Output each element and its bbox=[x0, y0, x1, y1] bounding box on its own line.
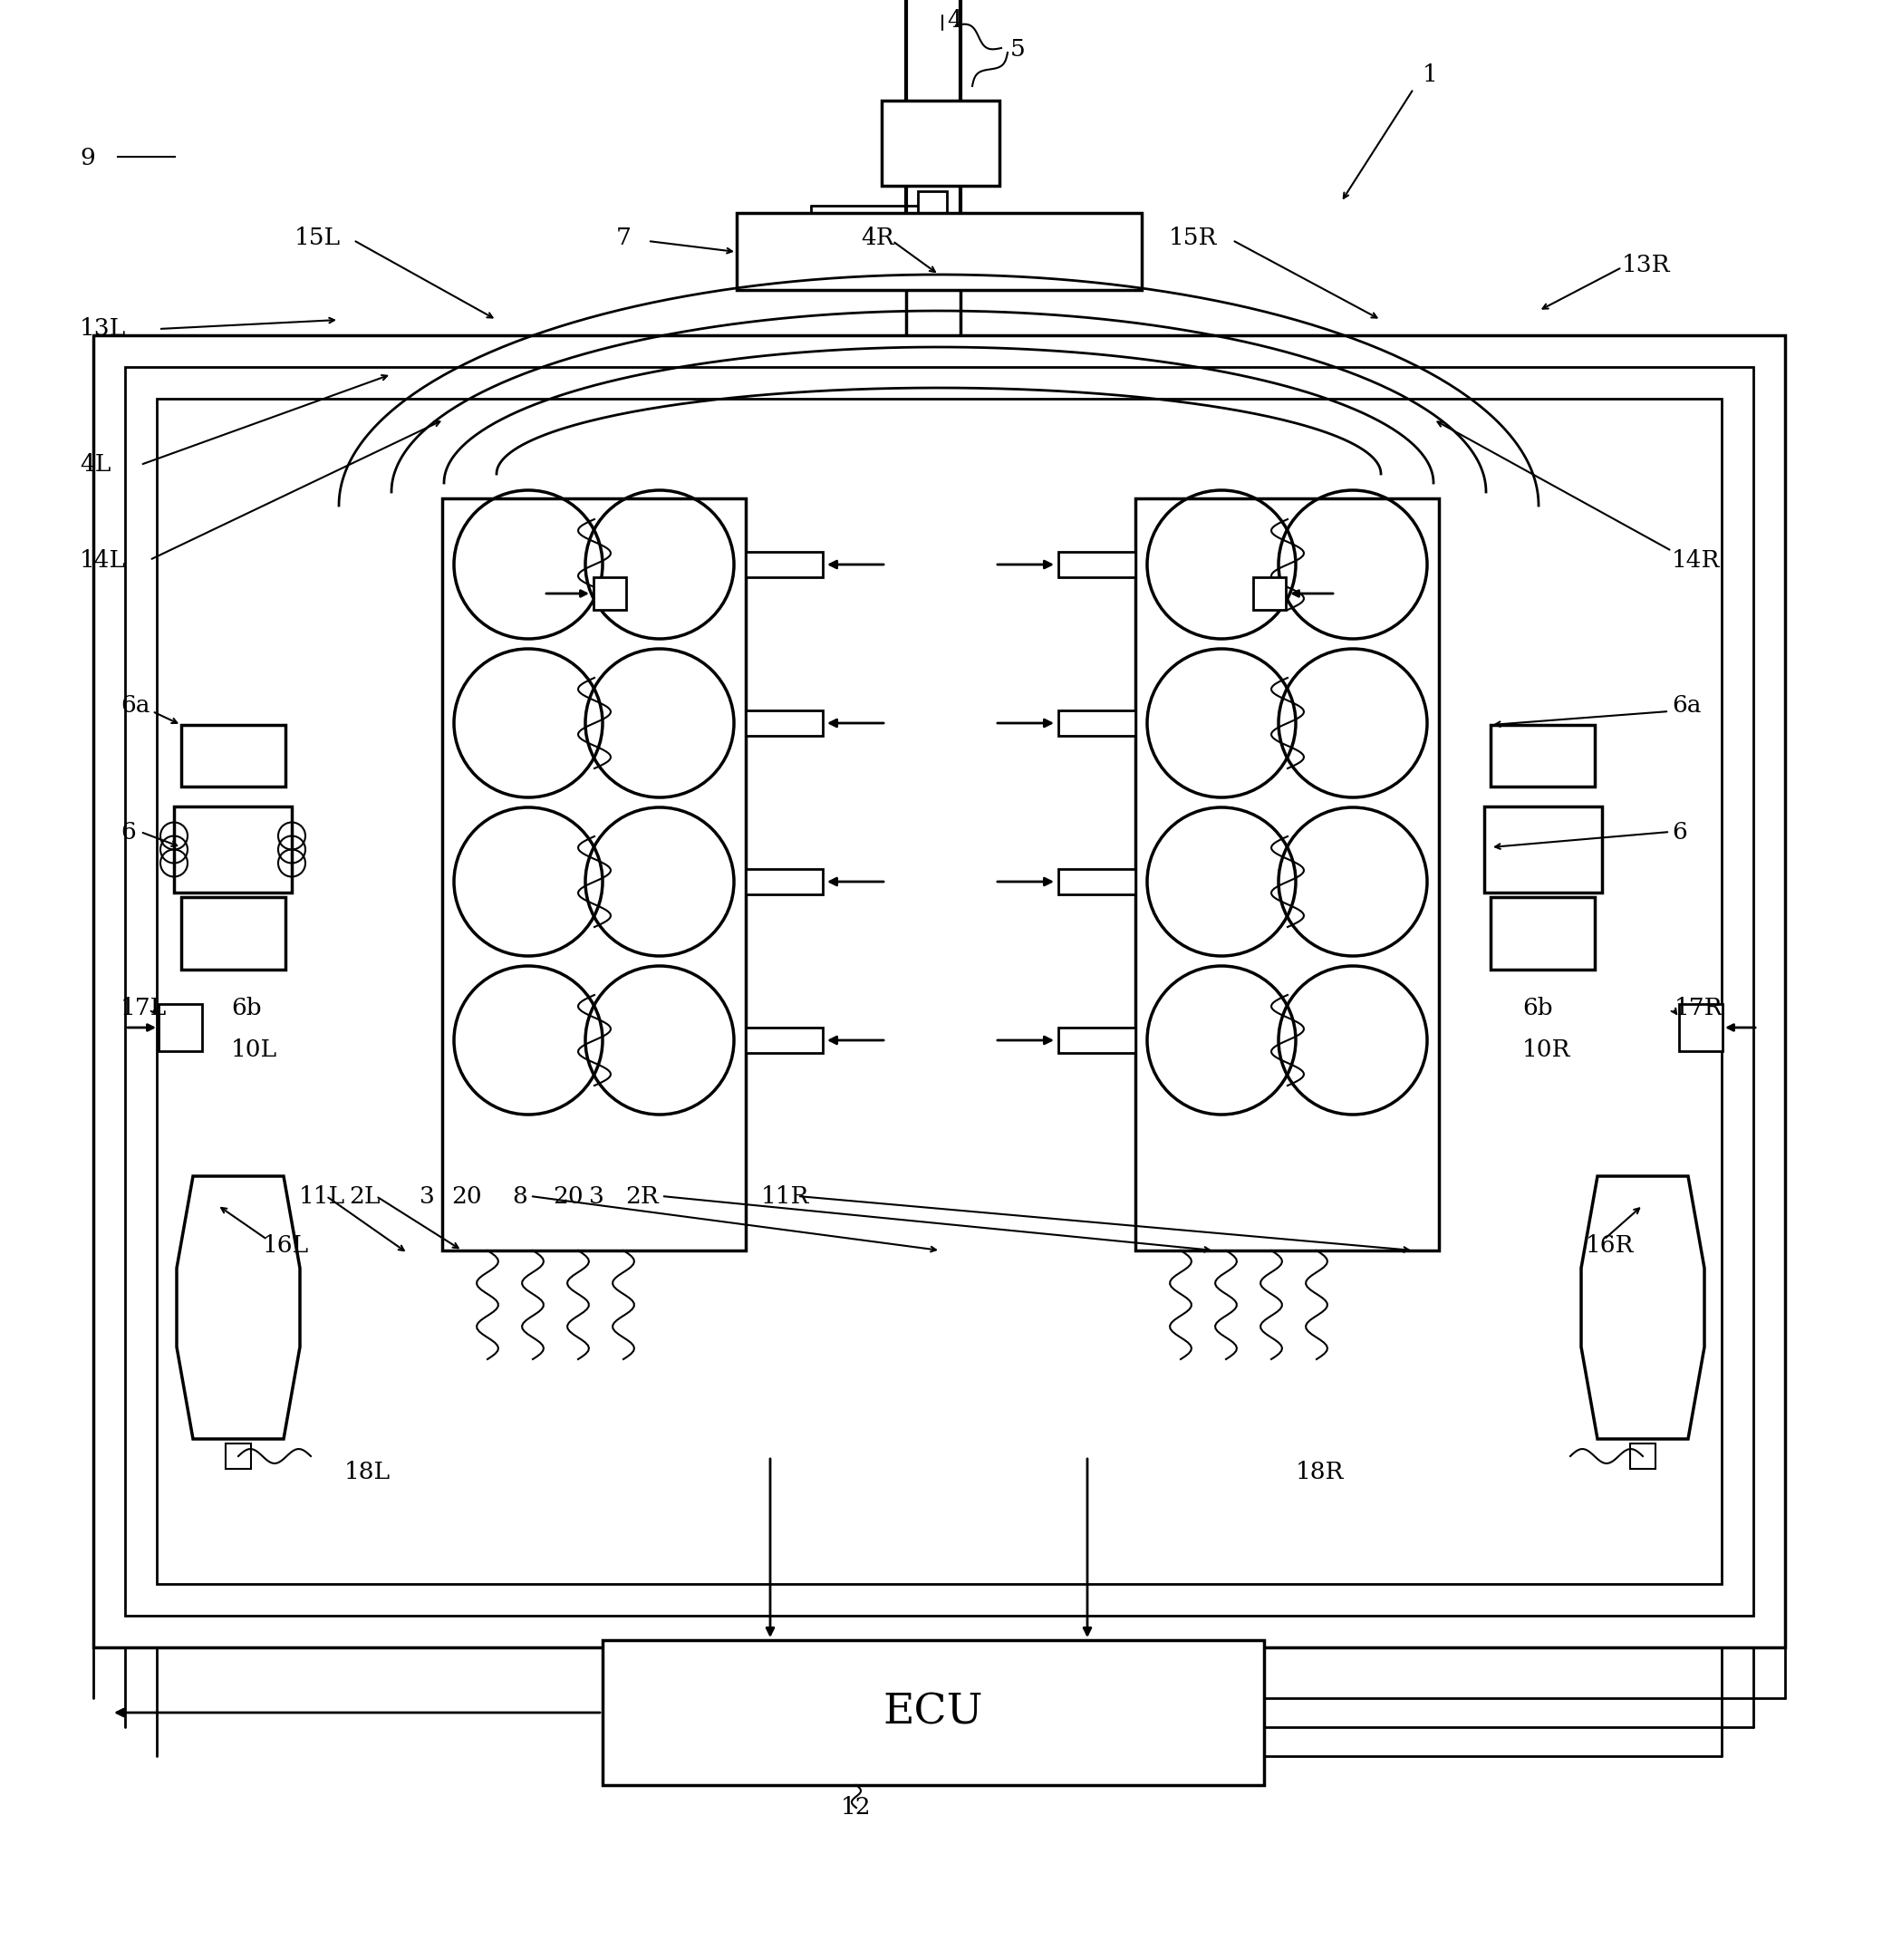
Text: 10L: 10L bbox=[231, 1039, 277, 1060]
Text: 6b: 6b bbox=[231, 998, 262, 1019]
Text: 6a: 6a bbox=[120, 694, 151, 715]
Bar bbox=[745, 710, 822, 735]
Bar bbox=[1630, 1443, 1656, 1468]
Text: 6a: 6a bbox=[1671, 694, 1701, 715]
Bar bbox=[94, 335, 1784, 1646]
Bar bbox=[158, 1004, 201, 1051]
Text: 8: 8 bbox=[512, 1184, 527, 1207]
Bar bbox=[1135, 498, 1440, 1250]
Text: 18L: 18L bbox=[344, 1460, 391, 1484]
Text: 14R: 14R bbox=[1671, 549, 1720, 570]
Text: 2L: 2L bbox=[348, 1184, 380, 1207]
Text: 3: 3 bbox=[589, 1184, 604, 1207]
Bar bbox=[1491, 898, 1594, 970]
Text: 11R: 11R bbox=[760, 1184, 809, 1207]
Bar bbox=[1058, 553, 1135, 576]
Bar bbox=[1058, 1027, 1135, 1053]
Bar bbox=[918, 192, 947, 220]
Text: 4L: 4L bbox=[79, 453, 111, 476]
Bar bbox=[181, 898, 286, 970]
Text: 10R: 10R bbox=[1523, 1039, 1571, 1060]
Text: 13L: 13L bbox=[79, 318, 126, 341]
Text: 13R: 13R bbox=[1622, 255, 1671, 276]
Text: ECU: ECU bbox=[883, 1691, 984, 1733]
Bar bbox=[1253, 576, 1285, 610]
Bar bbox=[736, 214, 1142, 290]
Text: 11L: 11L bbox=[299, 1184, 344, 1207]
Text: 16R: 16R bbox=[1587, 1235, 1634, 1256]
Text: 4R: 4R bbox=[860, 227, 894, 249]
Text: 16L: 16L bbox=[263, 1235, 309, 1256]
Text: 4: 4 bbox=[947, 10, 962, 31]
Text: 6: 6 bbox=[120, 821, 136, 843]
Bar bbox=[593, 576, 627, 610]
Bar bbox=[124, 367, 1754, 1615]
Bar bbox=[1491, 725, 1594, 786]
Text: 1: 1 bbox=[1423, 65, 1438, 86]
Bar bbox=[1485, 806, 1602, 892]
Text: 17R: 17R bbox=[1675, 998, 1724, 1019]
Bar bbox=[881, 100, 999, 186]
Text: 2R: 2R bbox=[625, 1184, 659, 1207]
Text: 20: 20 bbox=[553, 1184, 583, 1207]
Text: 7: 7 bbox=[615, 227, 632, 249]
Bar bbox=[1058, 868, 1135, 894]
Text: 14L: 14L bbox=[79, 549, 126, 570]
Text: 9: 9 bbox=[79, 147, 94, 171]
Bar bbox=[602, 1641, 1265, 1786]
Bar bbox=[156, 398, 1722, 1584]
Bar bbox=[745, 553, 822, 576]
Bar bbox=[173, 806, 292, 892]
Bar bbox=[226, 1443, 250, 1468]
Bar bbox=[745, 1027, 822, 1053]
Bar bbox=[745, 868, 822, 894]
Text: 12: 12 bbox=[841, 1797, 871, 1819]
Text: 5: 5 bbox=[1011, 39, 1026, 61]
Text: 6: 6 bbox=[1671, 821, 1686, 843]
Bar bbox=[1679, 1004, 1722, 1051]
Bar bbox=[1058, 710, 1135, 735]
Text: 15R: 15R bbox=[1169, 227, 1218, 249]
Text: 6b: 6b bbox=[1523, 998, 1553, 1019]
Bar bbox=[181, 725, 286, 786]
Text: 3: 3 bbox=[420, 1184, 435, 1207]
Text: 18R: 18R bbox=[1295, 1460, 1344, 1484]
Text: 20: 20 bbox=[452, 1184, 482, 1207]
Bar bbox=[442, 498, 745, 1250]
Text: 17L: 17L bbox=[120, 998, 167, 1019]
Text: 15L: 15L bbox=[294, 227, 341, 249]
